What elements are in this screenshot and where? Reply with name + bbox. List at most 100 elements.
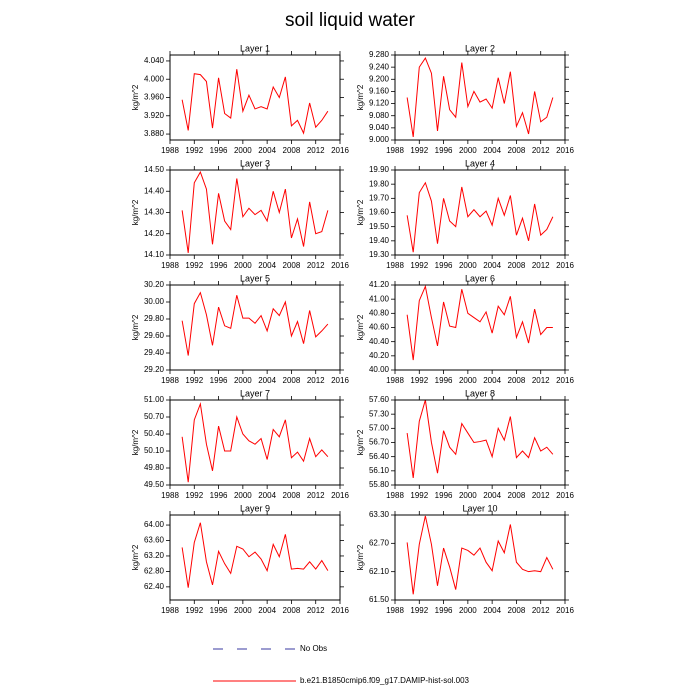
x-tick-label: 2012 xyxy=(307,491,325,500)
y-tick-label: 50.10 xyxy=(144,446,165,455)
x-tick-label: 2012 xyxy=(532,261,550,270)
y-tick-label: 30.20 xyxy=(144,280,165,289)
y-axis-label: kg/m^2 xyxy=(131,199,140,225)
x-tick-label: 2000 xyxy=(234,606,252,615)
plot-frame xyxy=(394,54,566,141)
y-tick-label: 41.00 xyxy=(369,294,390,303)
x-tick-label: 2012 xyxy=(307,261,325,270)
data-line xyxy=(406,56,554,138)
y-tick-label: 4.000 xyxy=(144,74,165,83)
y-tick-label: 63.30 xyxy=(369,510,390,519)
x-tick-label: 1992 xyxy=(185,376,203,385)
x-tick-label: 1988 xyxy=(161,146,179,155)
x-tick-label: 2004 xyxy=(483,146,501,155)
y-tick-label: 29.40 xyxy=(144,348,165,357)
plot-frame xyxy=(169,514,341,601)
x-tick-label: 1992 xyxy=(185,261,203,270)
y-tick-label: 49.50 xyxy=(144,480,165,489)
panel-title: Layer 6 xyxy=(465,273,495,283)
figure-title: soil liquid water xyxy=(285,10,416,31)
y-axis-label: kg/m^2 xyxy=(356,544,365,570)
plot-frame xyxy=(394,169,566,256)
panel-title: Layer 1 xyxy=(240,43,270,53)
x-tick-label: 1992 xyxy=(410,146,428,155)
y-tick-label: 64.00 xyxy=(144,520,165,529)
x-tick-label: 1988 xyxy=(161,376,179,385)
y-axis-label: kg/m^2 xyxy=(356,199,365,225)
x-tick-label: 2000 xyxy=(234,376,252,385)
y-tick-label: 50.70 xyxy=(144,412,165,421)
x-tick-label: 1996 xyxy=(435,146,453,155)
x-tick-label: 1988 xyxy=(386,146,404,155)
x-tick-label: 1996 xyxy=(210,146,228,155)
x-tick-label: 1988 xyxy=(386,606,404,615)
x-tick-label: 2004 xyxy=(258,146,276,155)
y-tick-label: 19.50 xyxy=(369,222,390,231)
y-tick-label: 29.20 xyxy=(144,365,165,374)
x-tick-label: 2012 xyxy=(532,606,550,615)
x-tick-label: 2004 xyxy=(258,606,276,615)
panel-title: Layer 3 xyxy=(240,158,270,168)
x-tick-label: 2000 xyxy=(234,146,252,155)
y-tick-label: 19.60 xyxy=(369,208,390,217)
x-tick-label: 1996 xyxy=(210,261,228,270)
panel-title: Layer 5 xyxy=(240,273,270,283)
x-tick-label: 1988 xyxy=(386,261,404,270)
x-tick-label: 1992 xyxy=(410,491,428,500)
plot-frame xyxy=(169,399,341,486)
x-tick-label: 2000 xyxy=(459,491,477,500)
data-line xyxy=(406,181,554,253)
plot-frame xyxy=(394,399,566,486)
panel-title: Layer 2 xyxy=(465,43,495,53)
y-tick-label: 57.60 xyxy=(369,395,390,404)
x-tick-label: 2000 xyxy=(459,261,477,270)
y-tick-label: 41.20 xyxy=(369,280,390,289)
y-tick-label: 62.70 xyxy=(369,538,390,547)
y-tick-label: 40.40 xyxy=(369,337,390,346)
x-tick-label: 2008 xyxy=(283,146,301,155)
x-tick-label: 2008 xyxy=(508,261,526,270)
y-axis-label: kg/m^2 xyxy=(356,429,365,455)
y-tick-label: 56.40 xyxy=(369,452,390,461)
y-tick-label: 62.10 xyxy=(369,567,390,576)
x-tick-label: 2008 xyxy=(283,261,301,270)
x-tick-label: 2008 xyxy=(508,146,526,155)
y-tick-label: 62.80 xyxy=(144,567,165,576)
y-axis-label: kg/m^2 xyxy=(131,544,140,570)
data-line xyxy=(406,515,554,595)
x-tick-label: 2000 xyxy=(459,606,477,615)
y-tick-label: 51.00 xyxy=(144,395,165,404)
y-tick-label: 50.40 xyxy=(144,429,165,438)
legend-label: No Obs xyxy=(300,644,327,653)
x-tick-label: 2012 xyxy=(532,376,550,385)
data-line xyxy=(181,291,329,356)
panel-title: Layer 4 xyxy=(465,158,495,168)
y-tick-label: 29.80 xyxy=(144,314,165,323)
x-tick-label: 2004 xyxy=(483,606,501,615)
x-tick-label: 2016 xyxy=(331,146,349,155)
x-tick-label: 2004 xyxy=(483,376,501,385)
x-tick-label: 1996 xyxy=(435,491,453,500)
y-tick-label: 14.10 xyxy=(144,250,165,259)
y-tick-label: 9.240 xyxy=(369,62,390,71)
x-tick-label: 1988 xyxy=(161,261,179,270)
x-tick-label: 1992 xyxy=(410,376,428,385)
y-tick-label: 14.50 xyxy=(144,165,165,174)
data-line xyxy=(181,170,329,253)
y-tick-label: 57.00 xyxy=(369,423,390,432)
y-tick-label: 55.80 xyxy=(369,480,390,489)
x-tick-label: 1992 xyxy=(410,261,428,270)
y-tick-label: 19.90 xyxy=(369,165,390,174)
data-line xyxy=(181,522,329,588)
y-tick-label: 40.20 xyxy=(369,351,390,360)
y-axis-label: kg/m^2 xyxy=(131,314,140,340)
panel-title: Layer 8 xyxy=(465,388,495,398)
x-tick-label: 1996 xyxy=(435,606,453,615)
y-tick-label: 9.200 xyxy=(369,74,390,83)
x-tick-label: 2004 xyxy=(483,491,501,500)
y-tick-label: 29.60 xyxy=(144,331,165,340)
y-tick-label: 9.000 xyxy=(369,135,390,144)
panel-title: Layer 7 xyxy=(240,388,270,398)
x-tick-label: 2008 xyxy=(283,376,301,385)
